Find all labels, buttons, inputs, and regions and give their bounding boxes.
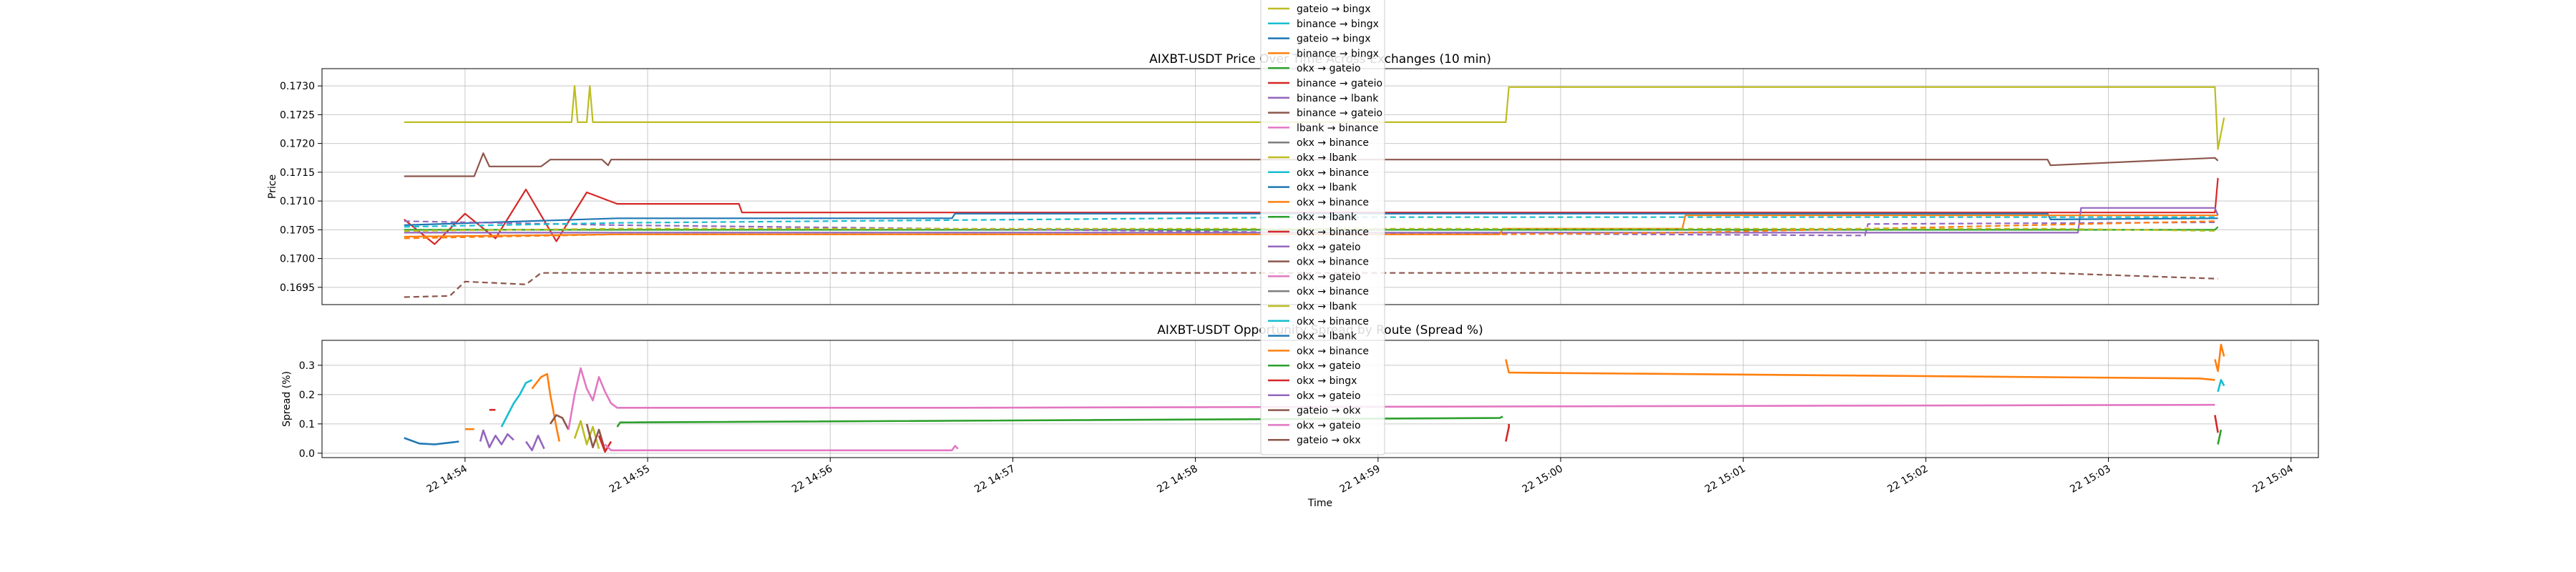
- y-tick-label: 0.1: [299, 419, 315, 430]
- series-line-6: binance → lbank: [525, 435, 545, 452]
- legend-entry: okx → binance: [1297, 345, 1369, 357]
- legend-entry: gateio → okx: [1297, 405, 1361, 417]
- legend-entry: okx → gateio: [1297, 242, 1361, 253]
- legend-entry: okx → binance: [1297, 257, 1369, 268]
- legend-entry: binance → gateio: [1297, 108, 1382, 119]
- legend-entry: okx → lbank: [1297, 182, 1357, 194]
- series-line-17: okx → binance: [2217, 379, 2225, 393]
- legend-entry: binance → lbank: [1297, 93, 1379, 104]
- spread-x-ticks: 22 14:54 22 14:55 22 14:56 22 14:57 22 14:58…: [425, 458, 2296, 495]
- y-tick-label: 0.3: [299, 360, 315, 372]
- y-tick-label: 0.1720: [280, 139, 315, 150]
- spread-y-ticks: 0.0 0.1 0.2 0.3: [299, 360, 322, 460]
- series-line-18: okx → bingx: [2217, 429, 2223, 445]
- x-tick-label: 22 15:02: [1885, 463, 1930, 495]
- series-line-7: binance → gateio: [549, 414, 570, 430]
- y-tick-label: 0.1710: [280, 196, 315, 207]
- y-tick-label: 0.1705: [280, 225, 315, 236]
- y-tick-label: 0.1700: [280, 254, 315, 265]
- x-tick-label: 22 15:01: [1703, 463, 1747, 495]
- price-y-axis-label: Price: [267, 174, 278, 199]
- y-tick-label: 0.1730: [280, 81, 315, 92]
- legend-entry: gateio → okx: [1297, 435, 1361, 446]
- legend-box: [1260, 0, 1385, 455]
- x-tick-label: 22 14:57: [972, 463, 1017, 495]
- legend-entry: gateio → bingx: [1297, 4, 1370, 15]
- series-line-0: gateio → bingx: [404, 85, 2225, 150]
- series-line-4: binance → gateio: [404, 212, 2218, 226]
- series-line-16: okx → gateio: [2214, 343, 2225, 373]
- y-tick-label: 0.0: [299, 448, 315, 460]
- legend-entry: okx → binance: [1297, 286, 1369, 297]
- series-line-13: okx → binance: [616, 415, 1503, 428]
- legend-entry: okx → binance: [1297, 227, 1369, 238]
- legend-entry: okx → lbank: [1297, 301, 1357, 312]
- legend-entry: okx → gateio: [1297, 390, 1361, 402]
- legend-entry: okx → lbank: [1297, 331, 1357, 342]
- legend-entry: gateio → bingx: [1297, 34, 1370, 45]
- x-tick-label: 22 15:04: [2250, 463, 2295, 495]
- x-tick-label: 22 14:56: [790, 463, 834, 495]
- series-line-9: okx → binance: [573, 420, 600, 450]
- series-line-2: binance → gateio: [404, 177, 2219, 245]
- x-tick-label: 22 15:03: [2068, 463, 2112, 495]
- x-tick-label: 22 14:54: [425, 463, 469, 495]
- legend-entry: lbank → binance: [1297, 122, 1378, 134]
- series-line-2: gateio → bingx: [479, 429, 514, 448]
- legend-entry: okx → lbank: [1297, 152, 1357, 164]
- series-line-11: okx → binance: [597, 435, 613, 453]
- series-line-3: binance → lbank: [404, 207, 2219, 234]
- x-tick-label: 22 14:59: [1338, 463, 1382, 495]
- y-tick-label: 0.2: [299, 390, 315, 401]
- legend-entry: binance → bingx: [1297, 48, 1379, 59]
- series-line-10: okx → lbank: [585, 423, 606, 451]
- legend-entry: okx → binance: [1297, 137, 1369, 149]
- legend-entry: okx → gateio: [1297, 63, 1361, 74]
- x-tick-label: 22 15:00: [1521, 463, 1565, 495]
- legend-entry: binance → gateio: [1297, 78, 1382, 89]
- legend: gateio → bingx binance → bingx gateio → bi…: [1260, 0, 1385, 455]
- series-line-14: okx → binance: [1505, 359, 2215, 381]
- y-tick-label: 0.1715: [280, 167, 315, 179]
- spread-x-axis-label: Time: [1307, 498, 1332, 509]
- series-line-1: binance → bingx: [404, 152, 2219, 177]
- series-line-4: okx → gateio: [500, 379, 533, 428]
- legend-entry: okx → gateio: [1297, 420, 1361, 431]
- series-line-10: okx → binance: [404, 216, 2218, 228]
- series-line-19: gateio → okx: [2214, 415, 2219, 433]
- legend-entry: binance → bingx: [1297, 19, 1379, 30]
- series-line-7: gateio → okx: [404, 272, 2218, 298]
- series-line-12: okx → lbank: [604, 443, 959, 452]
- series-line-5: binance → gateio: [531, 373, 560, 442]
- series-line-0: gateio → bingx: [404, 437, 459, 445]
- price-y-ticks: 0.1695 0.1700 0.1705 0.1710 0.1715 0.1720 0.17…: [280, 81, 322, 294]
- legend-entry: okx → bingx: [1297, 375, 1357, 387]
- legend-entry: okx → lbank: [1297, 212, 1357, 223]
- series-line-8: lbank → binance: [567, 367, 2215, 430]
- y-tick-label: 0.1725: [280, 109, 315, 121]
- series-line-11: okx → gateio: [404, 227, 2218, 232]
- legend-entry: okx → binance: [1297, 197, 1369, 208]
- y-tick-label: 0.1695: [280, 282, 315, 294]
- x-tick-label: 22 14:55: [608, 463, 652, 495]
- legend-entry: okx → gateio: [1297, 360, 1361, 372]
- legend-entry: okx → binance: [1297, 167, 1369, 179]
- spread-y-axis-label: Spread (%): [281, 371, 293, 427]
- legend-entry: okx → binance: [1297, 316, 1369, 327]
- series-line-15: okx → gateio: [1505, 423, 1510, 442]
- x-tick-label: 22 14:58: [1155, 463, 1199, 495]
- legend-entry: okx → gateio: [1297, 271, 1361, 282]
